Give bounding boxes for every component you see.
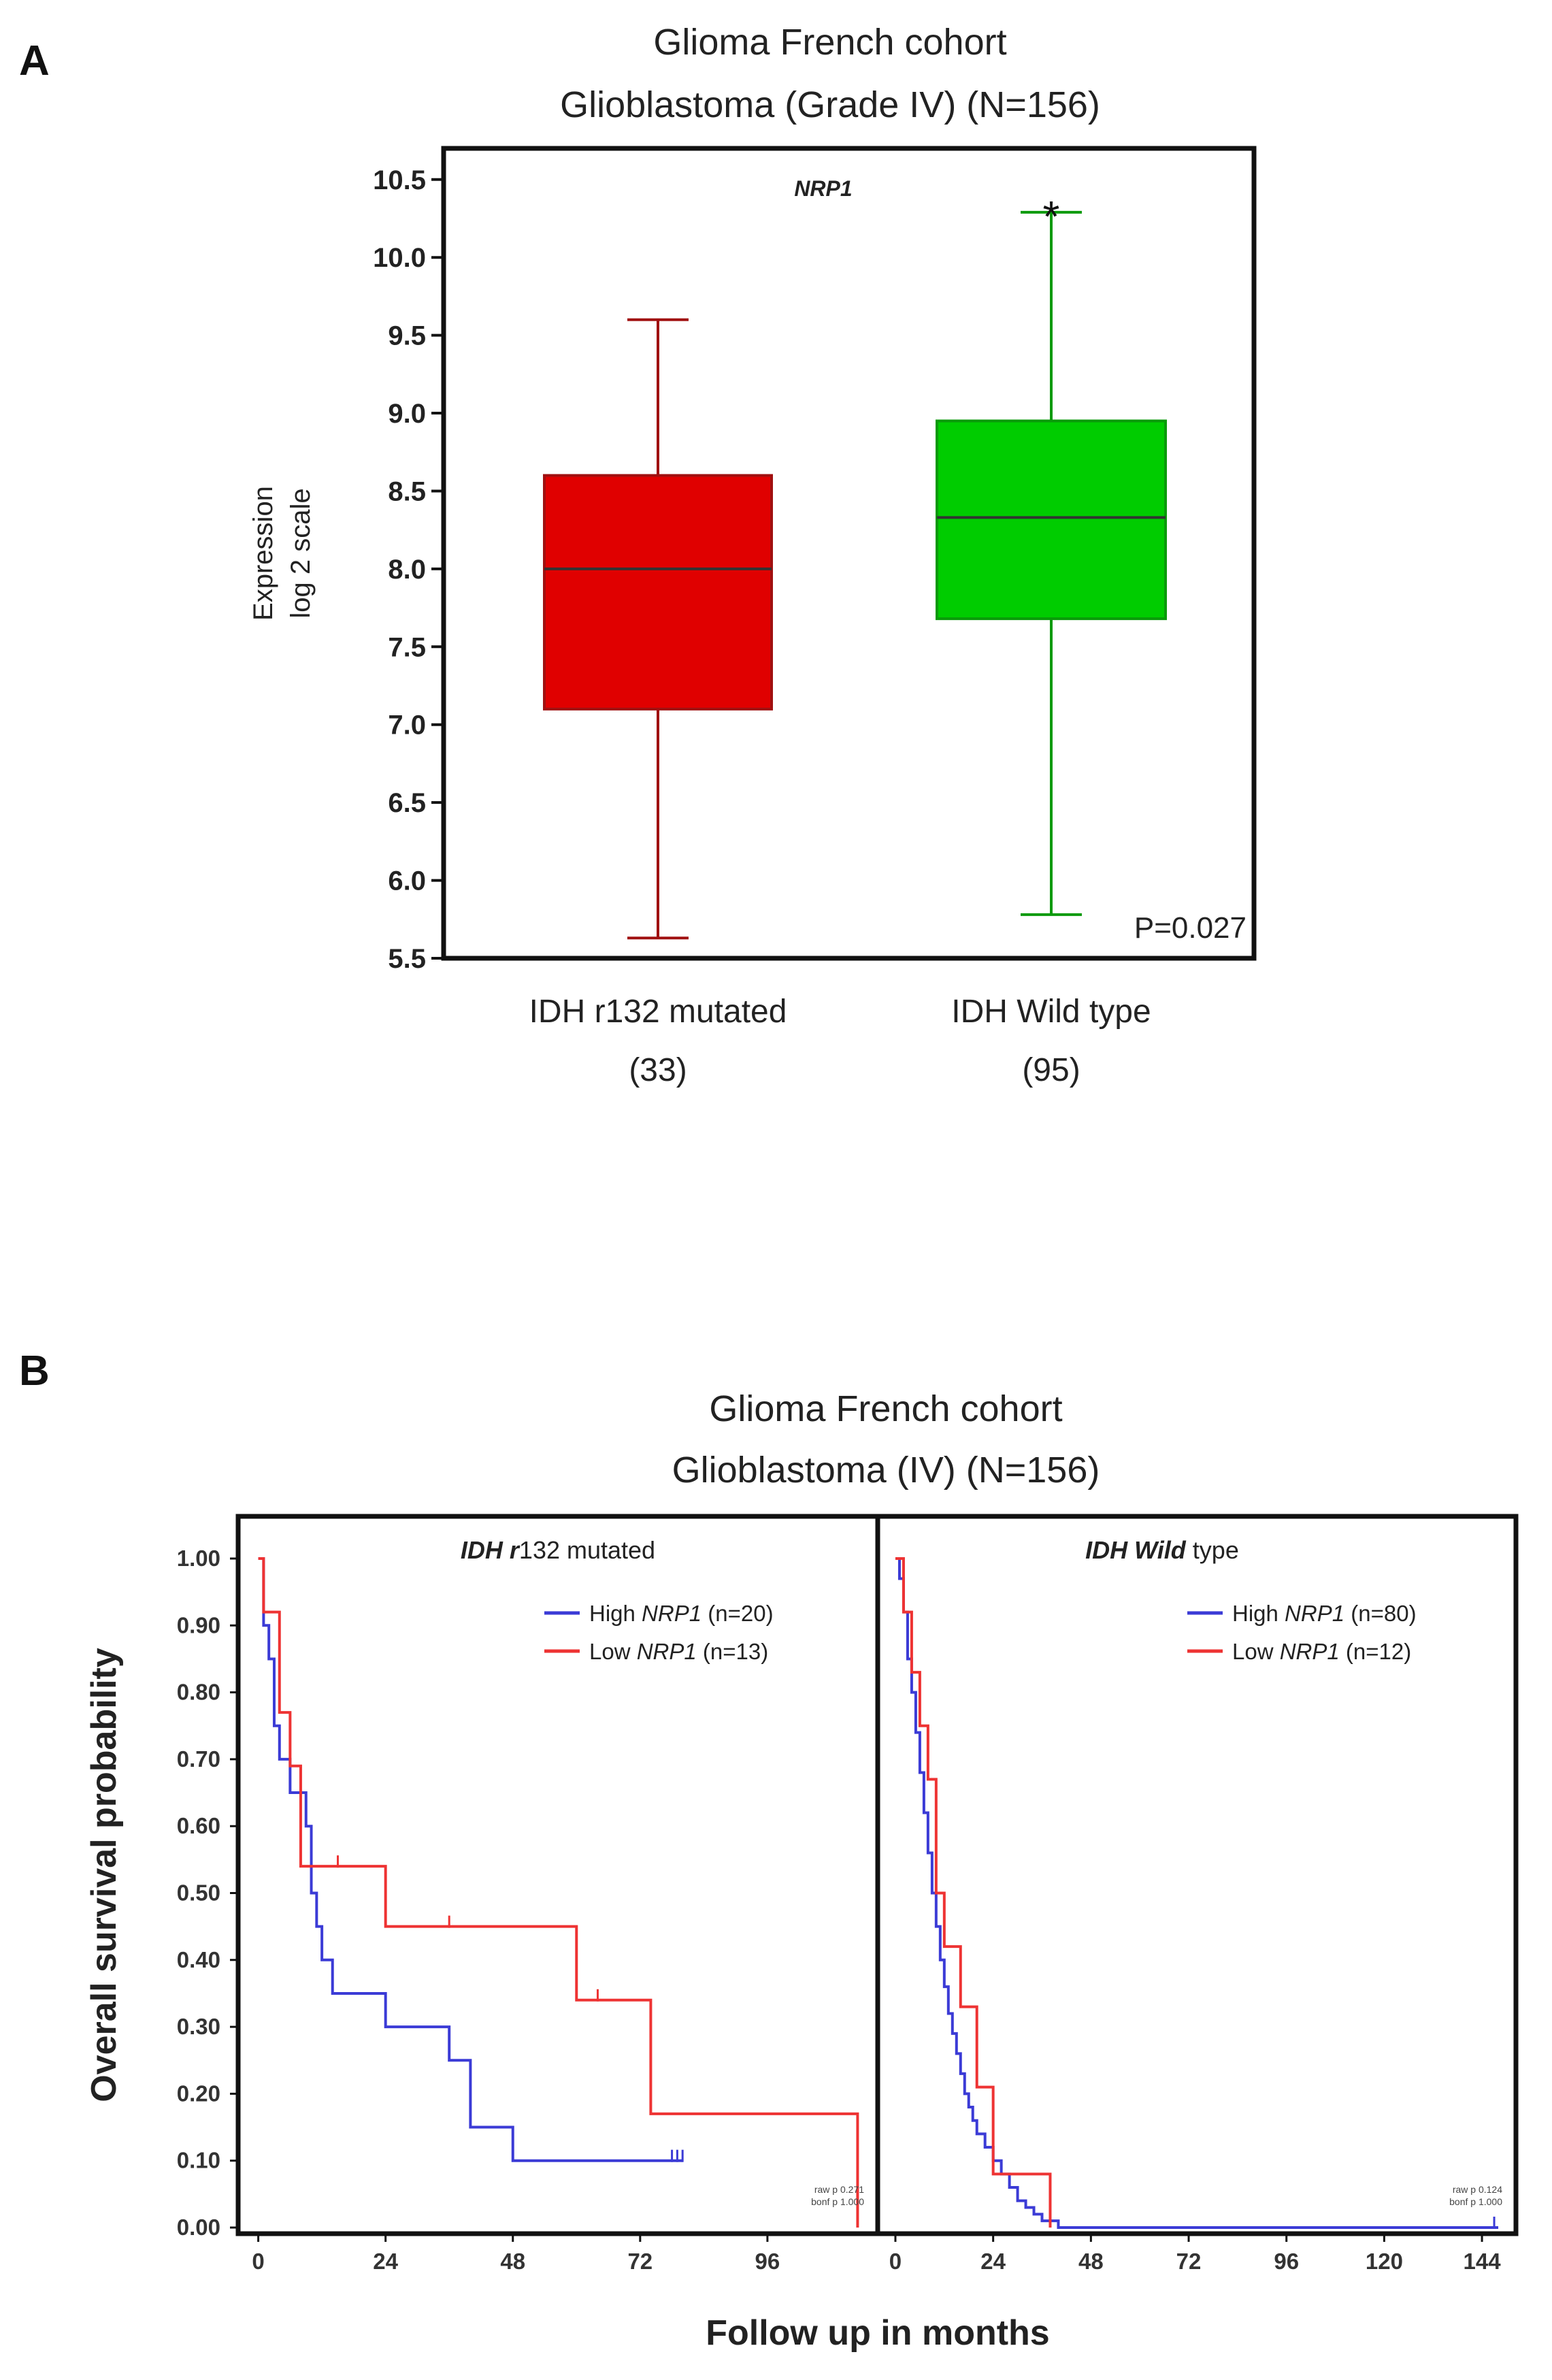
y-tick-label: 1.00 <box>177 1546 220 1571</box>
subplot-title: IDH r132 mutated <box>461 1536 655 1564</box>
panel-b-title-line2: Glioblastoma (IV) (N=156) <box>672 1450 1100 1490</box>
y-tick-label: 0.50 <box>177 1880 220 1906</box>
x-tick-label: 48 <box>500 2249 525 2274</box>
y-tick-label: 0.90 <box>177 1612 220 1637</box>
survival-curve <box>258 1557 683 2162</box>
p-annotation: raw p 0.271 <box>814 2184 864 2195</box>
significance-star: * <box>1043 192 1060 241</box>
panel-a-title-line1: Glioma French cohort <box>653 22 1006 63</box>
category-count: (33) <box>629 1052 687 1088</box>
category-count: (95) <box>1022 1052 1080 1088</box>
legend-suffix: (n=13) <box>697 1639 768 1664</box>
x-tick-label: 24 <box>373 2249 398 2274</box>
legend-entry: High NRP1 (n=80) <box>1232 1601 1417 1626</box>
legend-entry: High NRP1 (n=20) <box>589 1601 774 1626</box>
legend-prefix: High <box>589 1601 642 1626</box>
survival-chart: 0.00 0.10 0.20 0.30 0.40 0.50 0.60 0.70 0.80 0.90… <box>84 1514 1519 2353</box>
panel-a-label: A <box>19 37 50 84</box>
category-label: IDH r132 mutated <box>529 994 787 1030</box>
y-tick-label: 0.70 <box>177 1746 220 1772</box>
y-tick-label: 0.10 <box>177 2148 220 2173</box>
x-tick-label: 0 <box>889 2249 902 2274</box>
y-tick-label: 0.00 <box>177 2215 220 2240</box>
box-iqr <box>936 419 1167 621</box>
y-tick-label: 9.5 <box>388 321 426 351</box>
y-tick-label: 5.5 <box>388 944 426 974</box>
y-tick-label: 8.0 <box>388 555 426 585</box>
panel-b-title-line1: Glioma French cohort <box>709 1388 1062 1429</box>
y-tick-label: 0.80 <box>177 1680 220 1705</box>
subplot-title-rest: type <box>1186 1536 1239 1564</box>
x-tick-label: 96 <box>755 2249 780 2274</box>
legend-prefix: Low <box>1232 1639 1280 1664</box>
y-tick-label: 7.5 <box>388 632 426 662</box>
legend-prefix: Low <box>589 1639 637 1664</box>
y-axis-label-line2: log 2 scale <box>286 488 316 618</box>
p-annotation: raw p 0.124 <box>1453 2184 1502 2195</box>
legend-prefix: High <box>1232 1601 1285 1626</box>
x-tick-label: 96 <box>1274 2249 1299 2274</box>
category-label: IDH Wild type <box>951 994 1151 1030</box>
subplot-title: IDH Wild type <box>1085 1536 1239 1564</box>
gene-label: NRP1 <box>794 176 852 201</box>
survival-curve <box>895 1557 1052 2228</box>
subplot-title-italic: IDH Wild <box>1085 1536 1187 1564</box>
legend-suffix: (n=12) <box>1340 1639 1411 1664</box>
y-tick-label: 9.0 <box>388 399 426 429</box>
x-tick-label: 72 <box>1176 2249 1202 2274</box>
y-tick-label: 0.30 <box>177 2014 220 2039</box>
legend-gene: NRP1 <box>642 1601 701 1626</box>
survival-curve <box>895 1557 1499 2229</box>
plot-frame <box>441 146 1257 961</box>
y-tick-label: 6.0 <box>388 866 426 896</box>
panel-a-title-line2: Glioblastoma (Grade IV) (N=156) <box>560 84 1100 125</box>
legend-suffix: (n=20) <box>701 1601 773 1626</box>
x-axis-label: Follow up in months <box>706 2313 1049 2353</box>
y-tick-label: 0.40 <box>177 1947 220 1972</box>
subplot-title-rest: 132 mutated <box>519 1536 655 1564</box>
x-tick-label: 72 <box>627 2249 653 2274</box>
x-tick-label: 24 <box>980 2249 1006 2274</box>
x-tick-label: 144 <box>1464 2249 1502 2274</box>
y-axis-label-line1: Expression <box>248 486 278 621</box>
y-tick-label: 0.60 <box>177 1813 220 1838</box>
legend-gene: NRP1 <box>1280 1639 1340 1664</box>
y-tick-label: 0.20 <box>177 2081 220 2106</box>
p-value: P=0.027 <box>1134 911 1246 945</box>
boxplot-chart: 5.5 6.0 6.5 7.0 7.5 8.0 8.5 9.0 9.5 10.0 10.5 Expre… <box>248 146 1257 1088</box>
y-tick-label: 6.5 <box>388 788 426 818</box>
y-axis-label: Overall survival probability <box>84 1648 124 2102</box>
y-tick-label: 8.5 <box>388 476 426 506</box>
legend-suffix: (n=80) <box>1344 1601 1416 1626</box>
y-tick-label: 10.5 <box>373 165 426 195</box>
box-iqr <box>543 474 773 711</box>
y-tick-label: 7.0 <box>388 711 426 740</box>
p-annotation: bonf p 1.000 <box>1449 2196 1502 2207</box>
subplot-title-italic: IDH r <box>461 1536 521 1564</box>
legend-gene: NRP1 <box>637 1639 697 1664</box>
p-annotation: bonf p 1.000 <box>811 2196 864 2207</box>
survival-curve <box>258 1557 859 2228</box>
legend-gene: NRP1 <box>1285 1601 1344 1626</box>
x-tick-label: 120 <box>1366 2249 1403 2274</box>
y-tick-label: 10.0 <box>373 243 426 273</box>
legend-entry: Low NRP1 (n=13) <box>589 1639 768 1664</box>
x-tick-label: 48 <box>1078 2249 1104 2274</box>
panel-b-label: B <box>19 1348 50 1395</box>
x-tick-label: 0 <box>252 2249 264 2274</box>
legend-entry: Low NRP1 (n=12) <box>1232 1639 1411 1664</box>
